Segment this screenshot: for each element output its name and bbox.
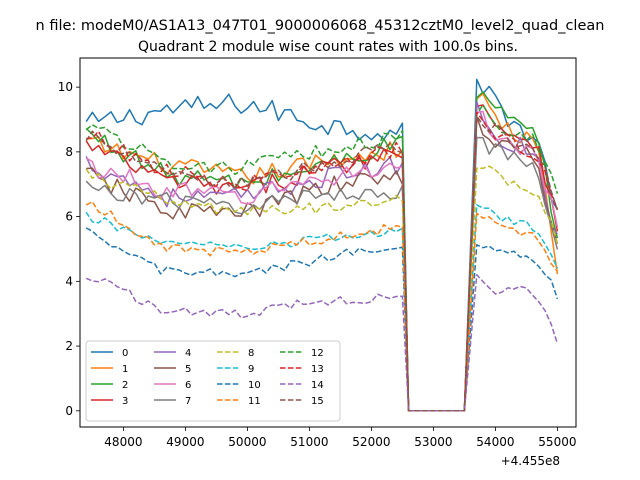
legend-frame <box>85 340 341 422</box>
legend-label: 9 <box>248 364 254 375</box>
axes-frame <box>79 57 577 428</box>
legend-label: 6 <box>185 380 191 391</box>
legend-label: 2 <box>122 380 128 391</box>
legend-entry-5: 5 <box>154 364 191 375</box>
legend-entry-3: 3 <box>91 396 128 407</box>
legend-entry-15: 15 <box>280 396 324 407</box>
legend-label: 13 <box>311 364 324 375</box>
legend-label: 1 <box>122 364 128 375</box>
legend-entry-2: 2 <box>91 380 128 391</box>
legend-entry-14: 14 <box>280 380 324 391</box>
y-tick-label: 10 <box>58 80 73 94</box>
x-tick-label: 51000 <box>290 435 328 449</box>
legend-label: 0 <box>122 348 128 359</box>
legend-label: 15 <box>311 396 324 407</box>
legend-label: 5 <box>185 364 191 375</box>
legend-entry-6: 6 <box>154 380 191 391</box>
legend-entry-9: 9 <box>217 364 254 375</box>
legend-entry-7: 7 <box>154 396 191 407</box>
series-line-10 <box>85 227 559 412</box>
legend-label: 7 <box>185 396 191 407</box>
legend-label: 11 <box>248 396 261 407</box>
axis-ticks: 48000 49000 50000 51000 52000 53000 54000 55000… <box>58 80 577 449</box>
legend-label: 3 <box>122 396 128 407</box>
series-line-2 <box>85 91 559 412</box>
legend-label: 12 <box>311 348 324 359</box>
legend-label: 10 <box>248 380 261 391</box>
x-offset-label: +4.455e8 <box>501 454 560 468</box>
legend-label: 14 <box>311 380 324 391</box>
y-tick-label: 6 <box>65 210 73 224</box>
series-line-12 <box>85 104 559 412</box>
legend-entry-0: 0 <box>91 348 128 359</box>
series-line-13 <box>86 111 559 412</box>
series-line-15 <box>85 115 559 412</box>
x-tick-label: 49000 <box>166 435 204 449</box>
legend-entry-11: 11 <box>217 396 261 407</box>
x-tick-label: 50000 <box>228 435 266 449</box>
y-tick-label: 0 <box>65 404 73 418</box>
series-line-8 <box>85 165 559 412</box>
series-line-5 <box>86 116 559 412</box>
series-line-7 <box>85 136 559 412</box>
legend-entry-12: 12 <box>280 348 324 359</box>
chart-title: Quadrant 2 module wise count rates with … <box>138 39 518 55</box>
legend-entry-13: 13 <box>280 364 324 375</box>
x-tick-label: 52000 <box>352 435 390 449</box>
legend-entry-10: 10 <box>217 380 261 391</box>
series-line-9 <box>85 204 559 412</box>
legend-label: 8 <box>248 348 254 359</box>
x-tick-label: 55000 <box>538 435 576 449</box>
series-line-11 <box>85 200 558 412</box>
x-tick-label: 54000 <box>476 435 514 449</box>
legend-entry-8: 8 <box>217 348 254 359</box>
series-line-0 <box>85 78 559 412</box>
x-tick-label: 53000 <box>414 435 452 449</box>
y-tick-label: 4 <box>65 274 73 288</box>
legend-entry-4: 4 <box>154 348 191 359</box>
x-tick-label: 48000 <box>104 435 142 449</box>
y-tick-label: 8 <box>65 145 73 159</box>
legend-entry-1: 1 <box>91 364 128 375</box>
suptitle: n file: modeM0/AS1A13_047T01_9000006068_… <box>36 18 605 34</box>
plot-lines <box>85 78 559 412</box>
series-line-14 <box>85 274 559 412</box>
legend-label: 4 <box>185 348 191 359</box>
series-line-6 <box>85 110 559 412</box>
y-tick-label: 2 <box>65 339 73 353</box>
